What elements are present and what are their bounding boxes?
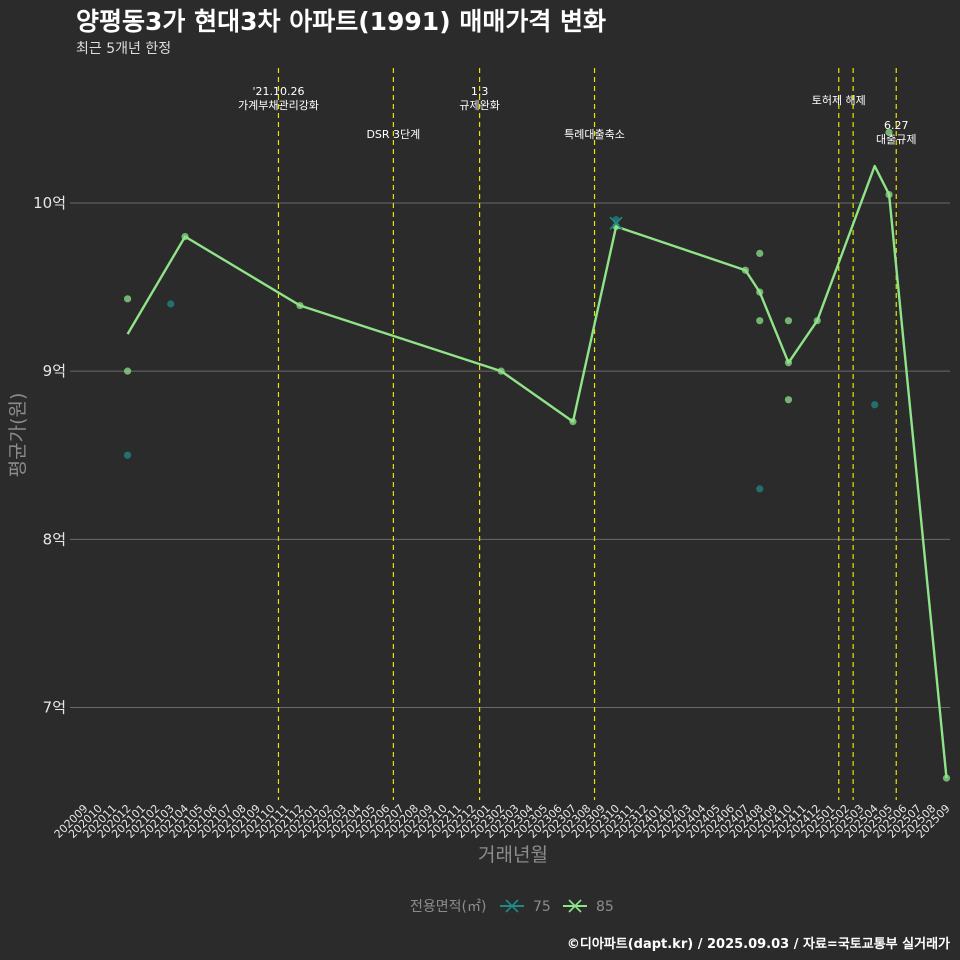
data-point-75 bbox=[167, 300, 175, 308]
event-label: 1.3 규제완화 bbox=[459, 85, 499, 112]
data-point-75 bbox=[124, 451, 132, 459]
event-label: 6.27 대출규제 bbox=[876, 119, 916, 146]
data-point-85 bbox=[124, 367, 132, 375]
source-caption: ©디아파트(dapt.kr) / 2025.09.03 / 자료=국토교통부 실… bbox=[566, 937, 950, 952]
x-axis-label: 거래년월 bbox=[478, 844, 548, 866]
y-tick-label: 10억 bbox=[33, 194, 66, 212]
y-tick-label: 7억 bbox=[43, 699, 66, 717]
legend: 전용면적(㎡) 75 85 bbox=[410, 899, 614, 915]
y-tick-label: 8억 bbox=[43, 530, 66, 548]
legend-swatch-cross bbox=[568, 899, 582, 913]
series-layer bbox=[124, 128, 951, 782]
event-label: 특례대출축소 bbox=[564, 128, 625, 141]
legend-label: 85 bbox=[596, 899, 614, 915]
grid-layer: 7억8억9억10억2020092020102020112020122021012… bbox=[33, 194, 953, 841]
event-label: 토허제 해제 bbox=[812, 93, 866, 107]
y-tick-label: 9억 bbox=[43, 362, 66, 380]
legend-title: 전용면적(㎡) bbox=[410, 899, 486, 915]
data-point-85 bbox=[784, 317, 793, 325]
series-line-85 bbox=[126, 164, 948, 779]
chart-subtitle: 최근 5개년 한정 bbox=[76, 41, 172, 57]
event-label: DSR 3단계 bbox=[366, 128, 420, 141]
data-point-85 bbox=[124, 295, 132, 303]
data-point-75 bbox=[871, 401, 879, 409]
data-point-75 bbox=[756, 485, 764, 493]
data-point-85 bbox=[756, 249, 764, 258]
peak-marker bbox=[609, 216, 623, 230]
legend-swatch-cross bbox=[505, 899, 519, 913]
data-point-85 bbox=[942, 774, 951, 782]
axis-layer: 거래년월 평균가(원) bbox=[7, 393, 548, 866]
data-point-85 bbox=[885, 128, 893, 136]
legend-label: 75 bbox=[533, 899, 551, 915]
chart-title: 양평동3가 현대3차 아파트(1991) 매매가격 변화 bbox=[76, 7, 607, 36]
data-point-85 bbox=[784, 396, 793, 404]
y-axis-label: 평균가(원) bbox=[7, 393, 29, 478]
data-point-85 bbox=[756, 317, 764, 325]
event-label: '21.10.26 가계부채관리강화 bbox=[238, 85, 319, 112]
